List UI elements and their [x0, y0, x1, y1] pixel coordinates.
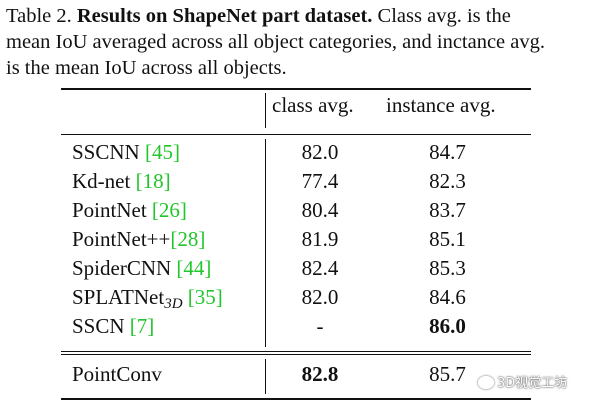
- watermark-text: 3D视觉工坊: [497, 376, 568, 391]
- row-class-avg: -: [316, 314, 324, 338]
- row-class-avg: 82.0: [301, 140, 339, 164]
- row-instance-avg: 85.3: [429, 256, 466, 280]
- table-caption: Table 2. Results on ShapeNet part datase…: [6, 3, 594, 81]
- header-instance-avg: instance avg.: [386, 93, 496, 117]
- citation-link[interactable]: [44]: [176, 256, 212, 280]
- row-instance-avg: 83.7: [429, 198, 466, 222]
- table-top-rule: [61, 88, 531, 90]
- footer-rule-double: [61, 354, 531, 355]
- row-method: PointNet [26]: [72, 198, 187, 223]
- row-instance-avg: 84.7: [429, 140, 466, 164]
- footer-method: PointConv: [72, 362, 162, 386]
- citation-link[interactable]: [26]: [151, 198, 187, 222]
- row-class-avg: 80.4: [301, 198, 339, 222]
- caption-line-3: is the mean IoU across all objects.: [6, 57, 287, 79]
- method-name: SpiderCNN: [72, 256, 177, 280]
- row-method: SPLATNet3D [35]: [72, 285, 223, 313]
- caption-line-2: mean IoU averaged across all object cate…: [6, 31, 546, 53]
- header-class-avg: class avg.: [272, 93, 354, 117]
- method-subscript: 3D: [164, 296, 183, 312]
- citation-link[interactable]: [45]: [144, 140, 180, 164]
- caption-text: Class avg. is the: [372, 5, 511, 27]
- citation-link[interactable]: [35]: [187, 285, 223, 309]
- watermark: 3D视觉工坊: [478, 372, 567, 391]
- method-name: SPLATNet: [72, 285, 165, 309]
- wechat-icon: [478, 376, 494, 389]
- body-column-divider: [265, 139, 266, 347]
- row-class-avg: 81.9: [301, 227, 339, 251]
- table-bottom-rule: [61, 398, 531, 400]
- header-rule: [61, 134, 531, 135]
- method-name: PointNet: [72, 198, 152, 222]
- caption-line-1: Table 2. Results on ShapeNet part datase…: [6, 3, 594, 29]
- method-name: Kd-net: [72, 169, 136, 193]
- row-class-avg: 77.4: [301, 169, 339, 193]
- citation-link[interactable]: [18]: [135, 169, 171, 193]
- header-column-divider: [265, 93, 266, 128]
- footer-instance-avg: 85.7: [429, 362, 466, 386]
- row-method: Kd-net [18]: [72, 169, 171, 194]
- footer-column-divider: [265, 359, 266, 394]
- citation-link[interactable]: [28]: [170, 227, 206, 251]
- caption-label: Table 2.: [6, 5, 77, 27]
- citation-link[interactable]: [7]: [129, 314, 155, 338]
- row-class-avg: 82.0: [301, 285, 339, 309]
- footer-rule: [61, 351, 531, 352]
- row-method: SSCNN [45]: [72, 140, 180, 165]
- method-name: PointNet++: [72, 227, 171, 251]
- method-name: SSCNN: [72, 140, 145, 164]
- method-name: SSCN: [72, 314, 130, 338]
- row-instance-avg: 86.0: [429, 314, 466, 338]
- row-method: PointNet++[28]: [72, 227, 205, 252]
- row-method: SSCN [7]: [72, 314, 154, 339]
- row-instance-avg: 85.1: [429, 227, 466, 251]
- row-method: SpiderCNN [44]: [72, 256, 211, 281]
- row-instance-avg: 82.3: [429, 169, 466, 193]
- row-instance-avg: 84.6: [429, 285, 466, 309]
- caption-title: Results on ShapeNet part dataset.: [76, 5, 373, 27]
- footer-class-avg: 82.8: [301, 362, 339, 386]
- row-class-avg: 82.4: [301, 256, 339, 280]
